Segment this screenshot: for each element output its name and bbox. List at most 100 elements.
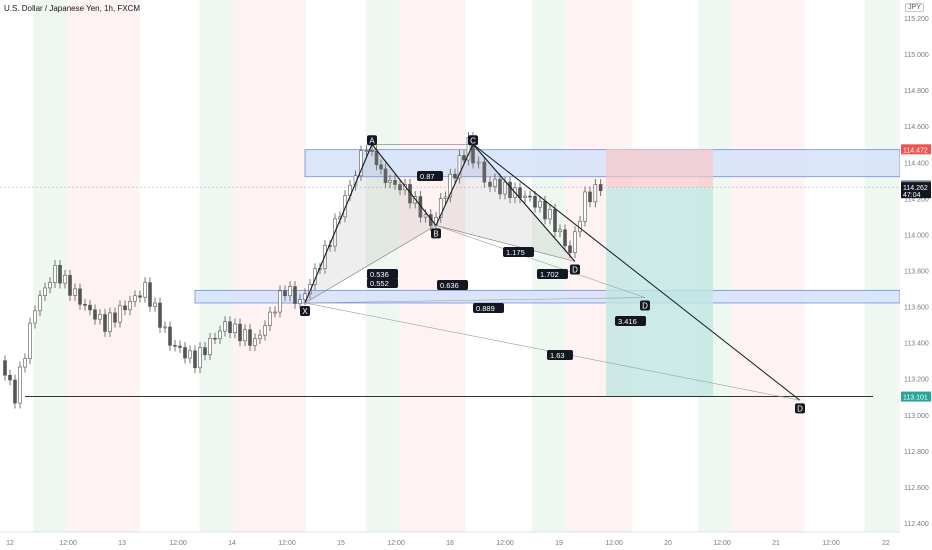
pattern-bcd — [436, 144, 575, 262]
pattern-xb — [304, 225, 437, 304]
session-band-5 — [399, 0, 466, 532]
candle-body — [13, 379, 17, 404]
candle-body — [48, 282, 52, 289]
candle-body — [423, 214, 428, 218]
time-tick-10: 19 — [555, 540, 563, 547]
price-tick-13: 112.600 — [904, 485, 929, 492]
candle-body — [198, 347, 202, 369]
point-marker-0 — [300, 305, 310, 316]
candle-body — [563, 229, 567, 247]
candle-body — [238, 323, 242, 342]
time-tick-2: 13 — [118, 540, 126, 547]
candle-body — [476, 161, 481, 164]
time-tick-11: 12:00 — [605, 540, 623, 547]
candle-body — [482, 161, 487, 183]
candle-body — [343, 195, 347, 218]
candle-body — [543, 200, 547, 220]
ratio-label-2: 0.552 — [370, 279, 389, 288]
candle-body — [508, 181, 512, 199]
price-label-box-0 — [901, 144, 931, 155]
candle-body — [123, 305, 127, 311]
point-marker-1 — [367, 135, 377, 146]
point-label-1: A — [369, 136, 375, 145]
pattern-leg-2 — [435, 144, 474, 226]
time-tick-3: 12:00 — [169, 540, 187, 547]
point-label-5: D — [642, 302, 648, 311]
candle-body — [248, 329, 252, 346]
candle-body — [223, 321, 227, 332]
candle-body — [593, 184, 598, 203]
price-tick-12: 112.800 — [904, 449, 929, 456]
take-profit-area — [606, 187, 713, 397]
candle-body — [163, 326, 167, 329]
price-tick-8: 113.600 — [904, 305, 929, 312]
ratio-label-4: 1.175 — [506, 248, 525, 257]
session-band-1 — [66, 0, 140, 532]
price-tick-9: 113.400 — [904, 341, 929, 348]
time-tick-13: 12:00 — [713, 540, 731, 547]
point-label-6: D — [797, 404, 803, 413]
candle-body — [183, 347, 187, 359]
candle-body — [88, 304, 92, 311]
projection-x-d2 — [304, 297, 646, 304]
candle-body — [228, 321, 232, 333]
candle-body — [38, 295, 42, 312]
candle-body — [553, 208, 557, 233]
candle-body — [83, 304, 87, 306]
candle-body — [138, 295, 142, 298]
candle-body — [558, 229, 562, 233]
ratio-label-6: 0.889 — [476, 304, 495, 313]
candle-body — [588, 191, 592, 203]
candle-body — [158, 302, 162, 328]
price-label-0: 114.472 — [903, 147, 928, 154]
candle-body — [153, 302, 157, 307]
ratio-box-4 — [503, 247, 534, 257]
price-tick-0: 115.200 — [904, 16, 929, 23]
ratio-label-1: 0.536 — [370, 270, 389, 279]
currency-badge[interactable]: JPY — [905, 3, 924, 12]
candle-body — [523, 195, 527, 199]
ratio-box-3 — [437, 280, 468, 290]
ratio-label-5: 1.702 — [540, 270, 559, 279]
ratio-label-8: 1.63 — [550, 351, 565, 360]
candle-body — [398, 184, 402, 191]
price-axis — [900, 0, 932, 532]
candle-body — [598, 184, 603, 191]
candle-body — [98, 314, 102, 320]
pattern-leg-0 — [304, 144, 373, 304]
candle-body — [203, 347, 207, 356]
candle-body — [148, 282, 152, 307]
point-label-2: B — [433, 229, 438, 238]
candle-body — [108, 312, 112, 332]
price-tick-7: 113.800 — [904, 269, 929, 276]
candle-body — [568, 245, 572, 253]
price-tick-6: 114.000 — [904, 232, 929, 239]
countdown-label: 47:04 — [903, 192, 921, 199]
ratio-box-5 — [537, 269, 568, 279]
candle-body — [379, 164, 383, 170]
candle-body — [548, 208, 552, 220]
candle-body — [493, 178, 497, 187]
candle-body — [573, 231, 577, 253]
ratio-box-2 — [367, 278, 398, 288]
candle-body — [233, 323, 237, 333]
ratio-box-7 — [615, 316, 646, 326]
candle-body — [533, 195, 537, 208]
candle-body — [293, 286, 297, 304]
candle-body — [93, 309, 97, 320]
candle-body — [188, 350, 192, 359]
candle-body — [498, 178, 502, 195]
time-tick-6: 15 — [337, 540, 345, 547]
candle-body — [118, 305, 122, 323]
price-tick-5: 114.200 — [904, 196, 929, 203]
candle-body — [128, 301, 132, 311]
ratio-box-1 — [367, 269, 398, 279]
candle-body — [283, 290, 287, 297]
session-band-3 — [232, 0, 306, 532]
candle-body — [298, 299, 302, 304]
session-band-4 — [365, 0, 399, 532]
candle-body — [448, 173, 453, 198]
candle-body — [243, 329, 247, 342]
candle-body — [73, 288, 77, 296]
